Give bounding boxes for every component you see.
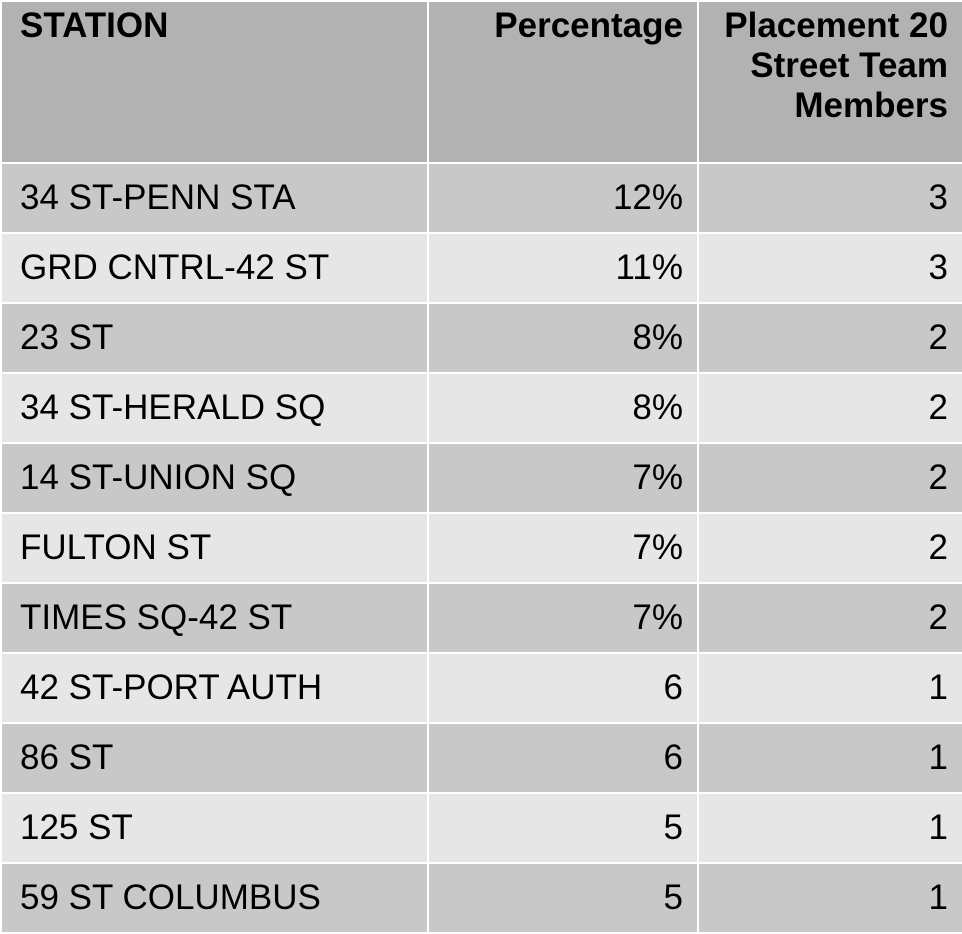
percentage-cell: 7% (427, 442, 699, 514)
members-cell: 2 (697, 302, 962, 374)
members-cell: 1 (697, 652, 962, 724)
station-cell: GRD CNTRL-42 ST (0, 232, 429, 304)
members-cell: 1 (697, 722, 962, 794)
station-cell: 86 ST (0, 722, 429, 794)
percentage-cell: 5 (427, 862, 699, 934)
header-station: STATION (0, 0, 429, 164)
station-cell: TIMES SQ-42 ST (0, 582, 429, 654)
members-cell: 2 (697, 442, 962, 514)
table-row: 34 ST-PENN STA 12% 3 (0, 162, 962, 234)
table-row: 59 ST COLUMBUS 5 1 (0, 862, 962, 934)
members-cell: 3 (697, 232, 962, 304)
members-cell: 2 (697, 512, 962, 584)
station-cell: FULTON ST (0, 512, 429, 584)
percentage-cell: 11% (427, 232, 699, 304)
percentage-cell: 6 (427, 722, 699, 794)
table-header: STATION Percentage Placement 20 Street T… (0, 0, 962, 164)
station-cell: 34 ST-PENN STA (0, 162, 429, 234)
table-body: 34 ST-PENN STA 12% 3 GRD CNTRL-42 ST 11%… (0, 162, 962, 934)
header-row: STATION Percentage Placement 20 Street T… (0, 0, 962, 164)
table-row: GRD CNTRL-42 ST 11% 3 (0, 232, 962, 304)
station-cell: 125 ST (0, 792, 429, 864)
header-placement: Placement 20 Street Team Members (697, 0, 962, 164)
station-cell: 59 ST COLUMBUS (0, 862, 429, 934)
members-cell: 2 (697, 582, 962, 654)
members-cell: 1 (697, 862, 962, 934)
percentage-cell: 7% (427, 582, 699, 654)
percentage-cell: 7% (427, 512, 699, 584)
table-row: 34 ST-HERALD SQ 8% 2 (0, 372, 962, 444)
percentage-cell: 8% (427, 372, 699, 444)
table-row: TIMES SQ-42 ST 7% 2 (0, 582, 962, 654)
percentage-cell: 5 (427, 792, 699, 864)
members-cell: 3 (697, 162, 962, 234)
table-row: 125 ST 5 1 (0, 792, 962, 864)
members-cell: 1 (697, 792, 962, 864)
table-row: 14 ST-UNION SQ 7% 2 (0, 442, 962, 514)
table-row: FULTON ST 7% 2 (0, 512, 962, 584)
station-cell: 34 ST-HERALD SQ (0, 372, 429, 444)
table-row: 23 ST 8% 2 (0, 302, 962, 374)
percentage-cell: 8% (427, 302, 699, 374)
members-cell: 2 (697, 372, 962, 444)
header-percentage: Percentage (427, 0, 699, 164)
table-row: 86 ST 6 1 (0, 722, 962, 794)
percentage-cell: 6 (427, 652, 699, 724)
table-row: 42 ST-PORT AUTH 6 1 (0, 652, 962, 724)
station-cell: 14 ST-UNION SQ (0, 442, 429, 514)
station-cell: 42 ST-PORT AUTH (0, 652, 429, 724)
percentage-cell: 12% (427, 162, 699, 234)
station-cell: 23 ST (0, 302, 429, 374)
